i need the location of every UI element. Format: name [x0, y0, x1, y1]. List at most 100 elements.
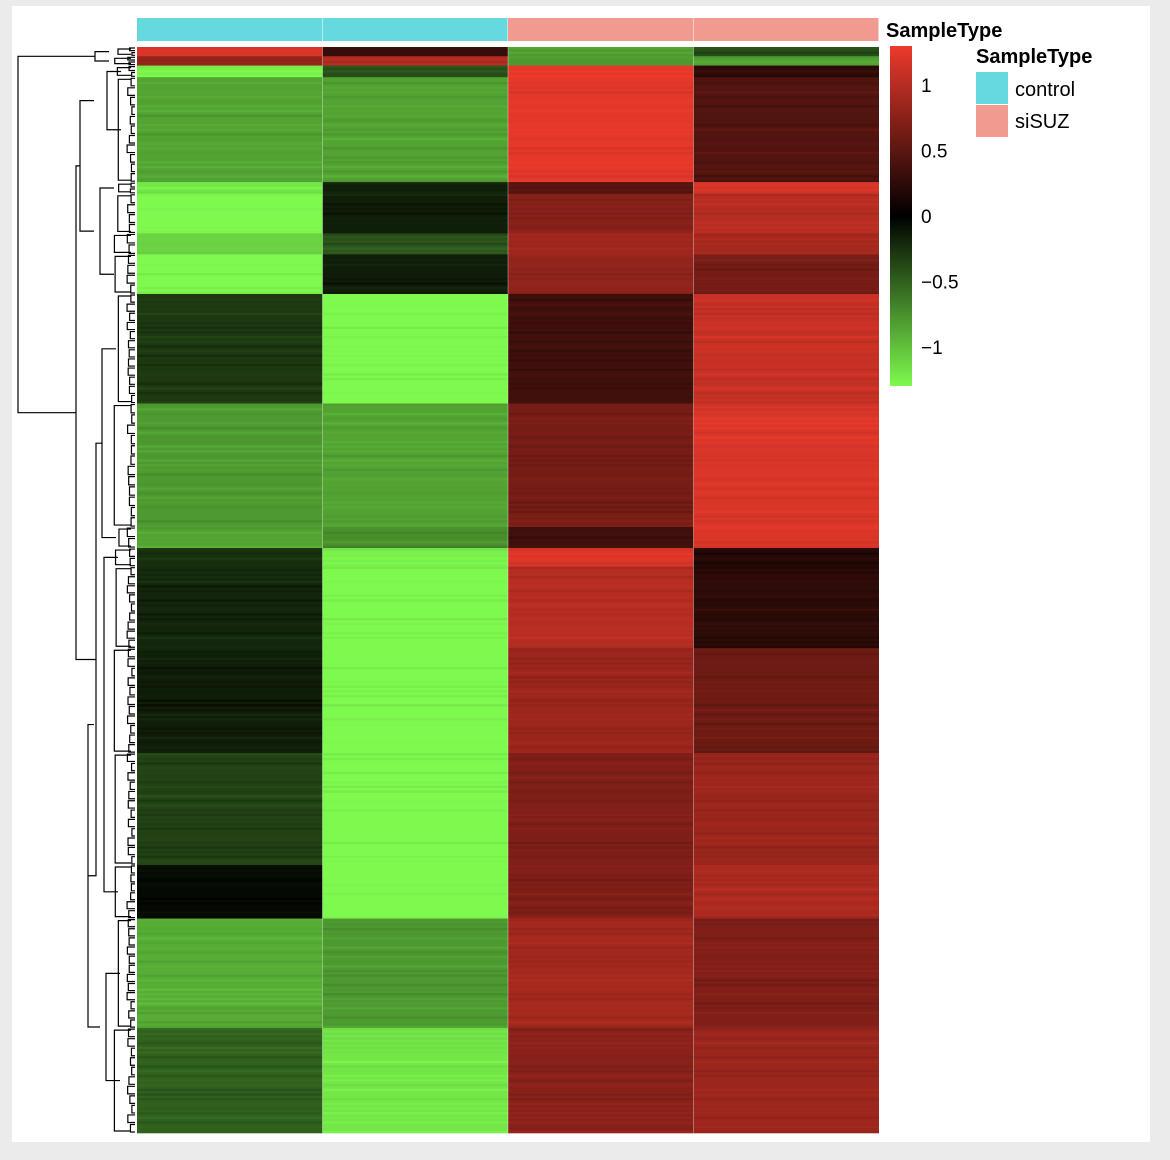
heatmap-row-stripe — [508, 373, 694, 376]
dendrogram-leaf-branch — [130, 1019, 135, 1028]
heatmap-row-stripe — [693, 231, 879, 234]
heatmap-row-stripe — [508, 109, 694, 113]
heatmap-row-stripe — [508, 1051, 694, 1054]
heatmap-row-stripe — [137, 1126, 323, 1129]
heatmap-row-stripe — [693, 1056, 879, 1059]
heatmap-row-stripe — [322, 179, 508, 183]
heatmap-row-stripe — [693, 510, 879, 514]
heatmap-row-stripe — [137, 165, 323, 169]
heatmap-row-stripe — [322, 308, 508, 311]
heatmap-row-stripe — [322, 685, 508, 688]
heatmap-row-stripe — [693, 263, 879, 267]
heatmap-row-stripe — [693, 741, 879, 744]
heatmap-row-stripe — [137, 231, 323, 234]
heatmap-row-stripe — [508, 193, 694, 197]
heatmap-row-stripe — [137, 47, 323, 50]
dendrogram-root — [17, 55, 95, 414]
heatmap-row-stripe — [693, 221, 879, 225]
heatmap-row-stripe — [322, 133, 508, 136]
heatmap-row-stripe — [693, 983, 879, 987]
heatmap-row-stripe — [508, 91, 694, 94]
heatmap-row-stripe — [508, 1116, 694, 1120]
colorbar-gradient-bar — [890, 46, 912, 386]
heatmap-row-stripe — [322, 645, 508, 649]
dendrogram-leaf-branch — [127, 87, 135, 96]
heatmap-row-stripe — [508, 676, 694, 679]
heatmap-row-stripe — [693, 464, 879, 467]
heatmap-row-stripe — [693, 1126, 879, 1129]
heatmap-row-stripe — [322, 291, 508, 295]
heatmap-row-stripe — [508, 238, 694, 241]
heatmap-row-stripe — [693, 359, 879, 362]
heatmap-row-stripe — [508, 408, 694, 411]
heatmap-row-stripe — [693, 923, 879, 926]
heatmap-row-stripe — [693, 541, 879, 544]
heatmap-row-stripe — [508, 1126, 694, 1129]
heatmap-row-stripe — [137, 969, 323, 973]
heatmap-row-stripe — [693, 918, 879, 921]
heatmap-row-stripe — [137, 888, 323, 891]
heatmap-row-stripe — [137, 571, 323, 574]
heatmap-row-stripe — [508, 487, 694, 490]
heatmap-row-stripe — [693, 680, 879, 684]
heatmap-row-stripe — [322, 86, 508, 89]
heatmap-row-stripe — [508, 100, 694, 103]
dendrogram-leaf-branch — [129, 686, 135, 696]
heatmap-row-stripe — [322, 988, 508, 991]
dendrogram-leaf-branch — [128, 639, 135, 648]
heatmap-row-stripe — [508, 827, 694, 831]
heatmap-block-15-col-0 — [137, 864, 323, 919]
heatmap-row-stripe — [137, 412, 323, 416]
heatmap-row-stripe — [322, 137, 508, 141]
heatmap-row-stripe — [322, 932, 508, 935]
heatmap-row-stripe — [322, 652, 508, 656]
dendrogram-block-branch — [117, 195, 131, 233]
heatmap-row-stripe — [693, 757, 879, 761]
heatmap-row-stripe — [322, 762, 508, 765]
heatmap-row-stripe — [322, 1121, 508, 1124]
dendrogram-leaf-branch — [126, 901, 135, 910]
heatmap-row-stripe — [137, 478, 323, 481]
heatmap-row-stripe — [693, 1046, 879, 1050]
heatmap-row-stripe — [508, 254, 694, 257]
heatmap-row-stripe — [322, 627, 508, 630]
heatmap-row-stripe — [137, 666, 323, 670]
dendrogram-leaf-branch — [127, 658, 135, 667]
heatmap-grid — [137, 47, 879, 1134]
dendrogram-leaf-branch — [130, 434, 135, 445]
heatmap-row-stripe — [137, 468, 323, 472]
heatmap-row-stripe — [693, 368, 879, 371]
heatmap-row-stripe — [137, 841, 323, 845]
dendrogram-leaf-branch — [127, 648, 135, 658]
heatmap-row-stripe — [137, 492, 323, 495]
dendrogram-join — [75, 165, 96, 661]
dendrogram-leaf-branch — [128, 743, 135, 753]
heatmap-row-stripe — [137, 1032, 323, 1036]
heatmap-row-stripe — [137, 771, 323, 775]
dendrogram-top-join — [94, 51, 109, 62]
heatmap-row-stripe — [693, 645, 879, 649]
dendrogram-leaf-branch — [127, 204, 135, 214]
heatmap-row-stripe — [322, 878, 508, 882]
heatmap-row-stripe — [137, 259, 323, 262]
heatmap-row-stripe — [322, 95, 508, 99]
heatmap-row-stripe — [322, 268, 508, 271]
heatmap-row-stripe — [693, 548, 879, 551]
heatmap-row-stripe — [508, 552, 694, 556]
dendrogram-leaf-branch — [128, 223, 135, 234]
heatmap-row-stripe — [693, 501, 879, 504]
heatmap-row-stripe — [322, 662, 508, 665]
heatmap-row-stripe — [137, 1107, 323, 1110]
heatmap-row-stripe — [137, 212, 323, 215]
heatmap-row-stripe — [693, 927, 879, 931]
heatmap-row-stripe — [322, 548, 508, 551]
dendrogram-leaf-branch — [129, 612, 135, 621]
heatmap-row-stripe — [137, 268, 323, 271]
heatmap-row-stripe — [693, 331, 879, 334]
heatmap-row-stripe — [693, 238, 879, 241]
heatmap-row-stripe — [137, 161, 323, 164]
heatmap-row-stripe — [137, 818, 323, 821]
heatmap-row-stripe — [693, 531, 879, 535]
heatmap-row-stripe — [137, 708, 323, 712]
heatmap-row-stripe — [322, 417, 508, 420]
